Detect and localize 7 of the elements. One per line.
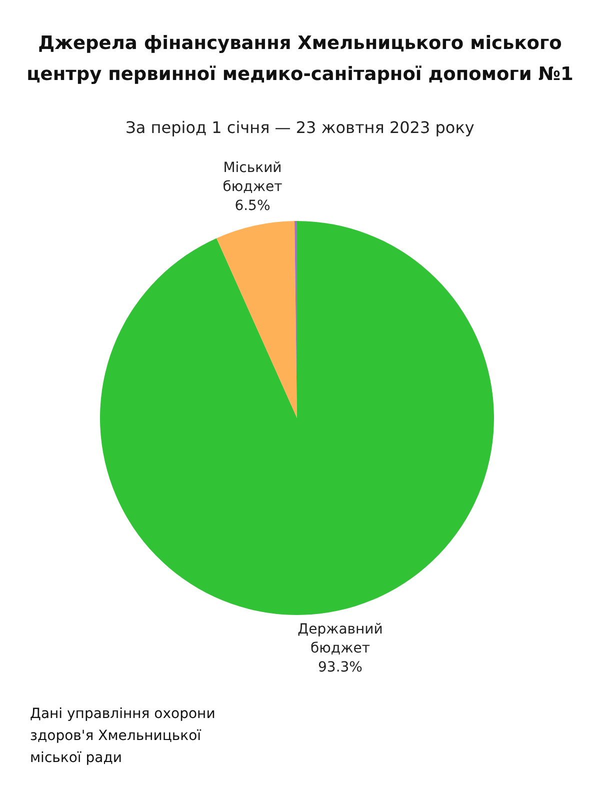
text: Дані управління охорони здоров'я Хмельницької міської ради (30, 705, 216, 768)
slice-label: Міський бюджет (222, 160, 282, 195)
slice-label: Державний бюджет (298, 622, 383, 657)
chart-title: Джерела фінансування Хмельницького міського центру первинної медико-санітарної допомоги №1 (26, 32, 574, 87)
data-label: 93.3% (318, 660, 362, 676)
data-label: 6.5% (234, 198, 270, 214)
chart-subtitle: За період 1 січня — 23 жовтня 2023 року (124, 117, 476, 139)
